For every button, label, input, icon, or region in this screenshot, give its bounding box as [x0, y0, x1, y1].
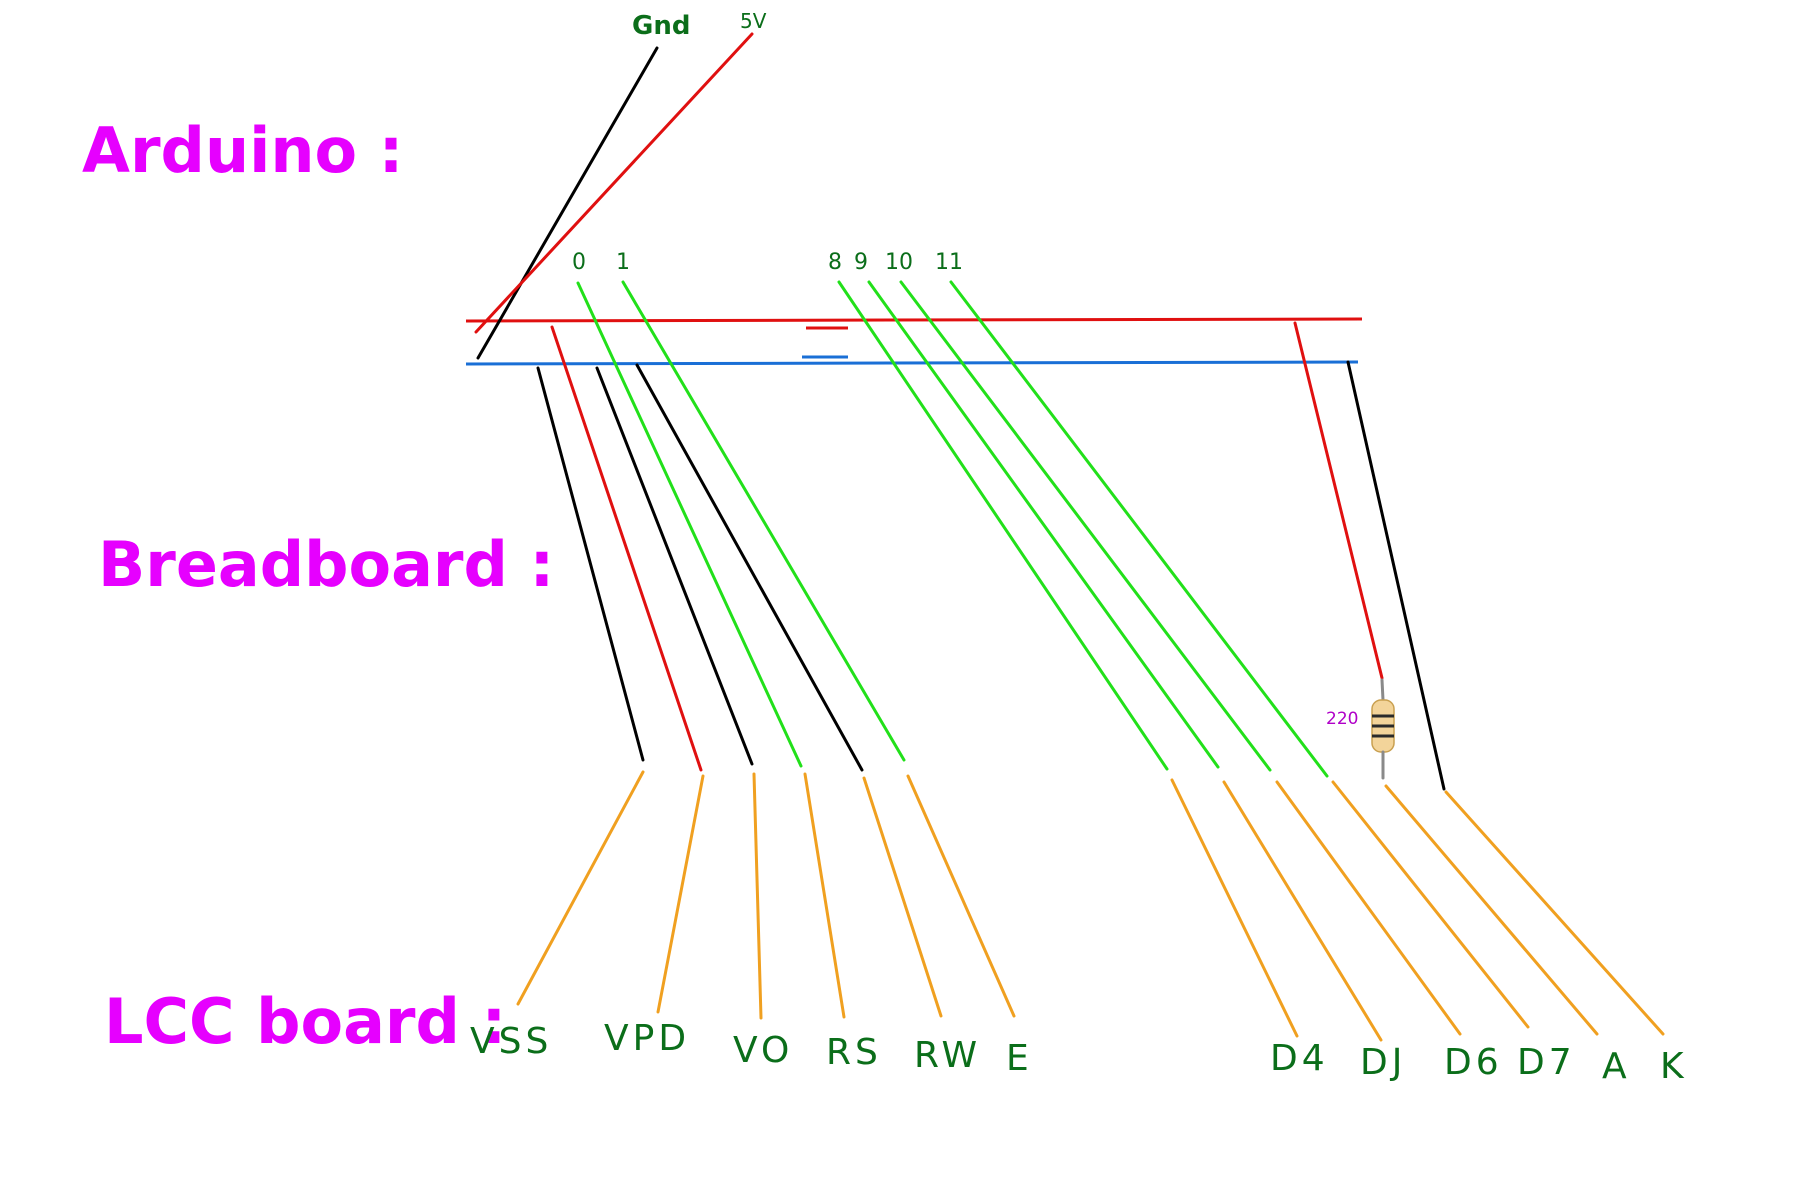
- ground-rail: [465, 360, 1359, 366]
- pin-11-label: 11: [935, 250, 963, 275]
- breadboard-rails: [465, 317, 1363, 366]
- d6-pin10-wire: [899, 280, 1272, 772]
- a-lead: [1384, 784, 1599, 1036]
- lcd-pin-vss: VSS: [470, 1021, 552, 1062]
- arduino-5v-wire: [474, 32, 754, 334]
- arduino-label: Arduino :: [82, 114, 403, 187]
- lcd-pin-a: A: [1602, 1046, 1631, 1087]
- lcd-pin-d4: D4: [1270, 1038, 1329, 1079]
- lcd-leads: [516, 770, 1665, 1042]
- d6-lead: [1275, 780, 1462, 1036]
- lcd-pin-e: E: [1006, 1038, 1033, 1079]
- vss-ground-wire: [536, 366, 645, 762]
- vpd-lead: [656, 774, 705, 1014]
- resistor-220: 220: [1326, 678, 1395, 780]
- pin-1-label: 1: [616, 250, 630, 275]
- rw-lead: [862, 776, 943, 1018]
- d5-lead: [1222, 780, 1383, 1042]
- rw-ground-wire: [635, 363, 864, 772]
- pin-9-label: 9: [854, 250, 868, 275]
- lcd-board-label: LCC board :: [104, 985, 506, 1058]
- 5v-pin-label: 5V: [740, 9, 767, 33]
- lcd-pin-k: K: [1660, 1046, 1688, 1087]
- lcd-pin-dj: DJ: [1360, 1042, 1406, 1083]
- backlight-ground-wire: [1346, 360, 1446, 791]
- vo-lead: [752, 772, 763, 1020]
- arduino-gnd-wire: [476, 46, 659, 360]
- d4-lead: [1170, 778, 1299, 1038]
- k-lead: [1444, 790, 1665, 1036]
- d5-pin9-wire: [867, 280, 1220, 769]
- d4-pin8-wire: [837, 280, 1169, 771]
- lcd-pin-labels: VSS VPD VO RS RW E D4 DJ D6 D7 A K: [470, 1018, 1688, 1087]
- backlight-power-wire: [1293, 321, 1384, 680]
- gnd-pin-label: Gnd: [632, 11, 690, 41]
- pin-0-label: 0: [572, 250, 586, 275]
- lcd-pin-rw: RW: [914, 1035, 981, 1076]
- e-lead: [906, 774, 1016, 1018]
- lcd-pin-d7: D7: [1517, 1042, 1576, 1083]
- d7-lead: [1331, 780, 1530, 1029]
- resistor-lead-top: [1380, 678, 1385, 702]
- resistor-value-label: 220: [1326, 709, 1358, 729]
- e-pin1-wire: [621, 280, 906, 762]
- rs-pin0-wire: [576, 281, 803, 768]
- lcd-pin-vo: VO: [733, 1030, 793, 1071]
- pin-10-label: 10: [885, 250, 913, 275]
- lcd-pin-rs: RS: [826, 1032, 882, 1073]
- rs-lead: [803, 772, 846, 1019]
- breadboard-label: Breadboard :: [98, 528, 554, 601]
- power-rail: [465, 317, 1363, 323]
- lcd-pin-vpd: VPD: [604, 1018, 690, 1059]
- lcd-pin-d6: D6: [1444, 1042, 1503, 1083]
- d7-pin11-wire: [949, 280, 1329, 778]
- vo-ground-wire: [595, 366, 754, 766]
- pin-8-label: 8: [828, 250, 842, 275]
- vss-lead: [516, 770, 645, 1006]
- vdd-power-wire: [550, 325, 703, 772]
